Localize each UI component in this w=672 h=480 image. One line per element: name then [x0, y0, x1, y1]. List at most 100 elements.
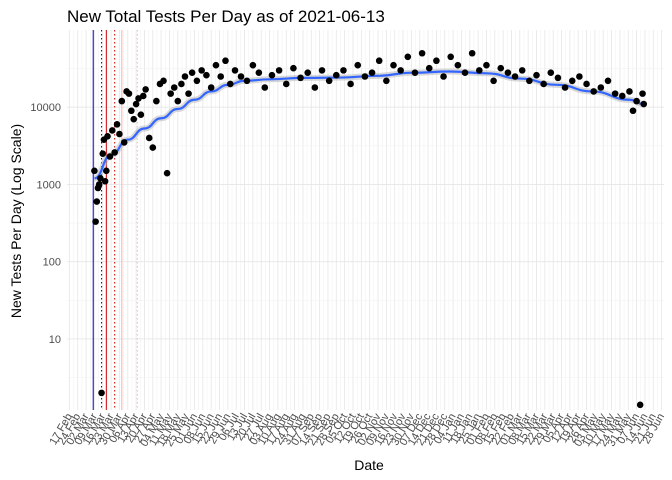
data-point: [249, 61, 257, 69]
data-point: [490, 77, 497, 85]
chart-title: New Total Tests Per Day as of 2021-06-13: [67, 7, 385, 26]
data-point: [163, 169, 171, 177]
trend-line: [94, 70, 644, 180]
data-point: [383, 77, 390, 85]
data-point: [198, 67, 205, 74]
data-point: [97, 175, 104, 182]
data-point: [639, 90, 646, 97]
data-point: [404, 53, 412, 61]
data-point: [454, 61, 462, 69]
data-point: [93, 198, 101, 205]
data-point: [311, 84, 319, 91]
data-point: [468, 49, 476, 57]
data-point: [255, 69, 263, 76]
data-point: [120, 139, 128, 146]
data-point: [290, 64, 297, 72]
data-point: [226, 80, 234, 88]
data-point: [636, 401, 644, 409]
data-points: [91, 49, 648, 409]
data-point: [174, 97, 182, 105]
data-point: [540, 80, 547, 88]
data-point: [181, 73, 189, 80]
data-point: [101, 177, 109, 185]
data-point: [95, 181, 103, 188]
data-point: [217, 73, 225, 80]
data-point: [333, 71, 340, 79]
data-point: [340, 67, 347, 74]
data-point: [526, 77, 533, 85]
data-point: [626, 88, 633, 95]
data-point: [222, 57, 229, 65]
data-point: [604, 77, 612, 85]
data-point: [440, 73, 447, 80]
data-point: [160, 77, 167, 85]
data-point: [212, 61, 220, 69]
data-point: [98, 389, 105, 397]
data-point: [178, 80, 185, 88]
data-point: [411, 69, 419, 76]
data-point: [590, 88, 597, 95]
y-axis-ticks: 10 100 1000 10000: [30, 102, 61, 346]
x-axis-title: Date: [354, 457, 384, 473]
data-point: [170, 84, 178, 91]
data-point: [368, 69, 376, 76]
data-point: [237, 73, 245, 80]
data-point: [533, 71, 540, 79]
data-point: [116, 130, 123, 138]
data-point: [568, 77, 576, 85]
y-axis-title: New Tests Per Day (Log Scale): [8, 124, 24, 318]
data-point: [418, 49, 426, 57]
data-point: [167, 90, 174, 97]
data-point: [597, 84, 605, 91]
data-point: [475, 67, 483, 74]
data-point: [447, 53, 455, 61]
data-point: [92, 218, 99, 225]
data-point: [304, 69, 312, 76]
data-point: [347, 80, 354, 88]
data-point: [106, 153, 114, 160]
trend-line: [93, 68, 644, 182]
data-point: [425, 64, 433, 72]
data-point: [354, 61, 362, 69]
data-point: [261, 84, 269, 91]
data-point: [629, 107, 637, 115]
data-point: [361, 73, 369, 80]
data-point: [139, 92, 147, 100]
data-point: [554, 74, 562, 82]
data-point: [640, 100, 648, 108]
data-point: [111, 149, 118, 156]
data-point: [504, 69, 512, 76]
data-point: [633, 97, 640, 105]
data-point: [390, 61, 397, 69]
data-point: [397, 67, 404, 74]
data-point: [433, 57, 440, 65]
data-point: [207, 84, 215, 91]
data-point: [91, 167, 98, 175]
data-point: [583, 80, 590, 88]
data-point: [325, 77, 333, 85]
data-point: [113, 121, 121, 128]
data-point: [193, 77, 201, 85]
data-point: [153, 97, 160, 105]
data-point: [142, 86, 149, 93]
data-point: [375, 57, 383, 65]
data-point: [125, 90, 133, 97]
data-point: [497, 64, 505, 72]
data-point: [483, 61, 490, 69]
data-point: [275, 67, 283, 74]
data-point: [611, 90, 619, 97]
y-tick-label: 10000: [30, 102, 61, 114]
data-point: [243, 77, 251, 85]
data-point: [132, 100, 140, 108]
data-point: [108, 127, 116, 134]
data-point: [297, 74, 304, 82]
data-point: [461, 69, 469, 76]
data-point: [118, 97, 126, 105]
data-point: [231, 67, 239, 74]
y-tick-label: 10: [49, 334, 61, 346]
data-point: [149, 144, 157, 151]
data-point: [203, 71, 210, 79]
data-point: [561, 84, 569, 91]
